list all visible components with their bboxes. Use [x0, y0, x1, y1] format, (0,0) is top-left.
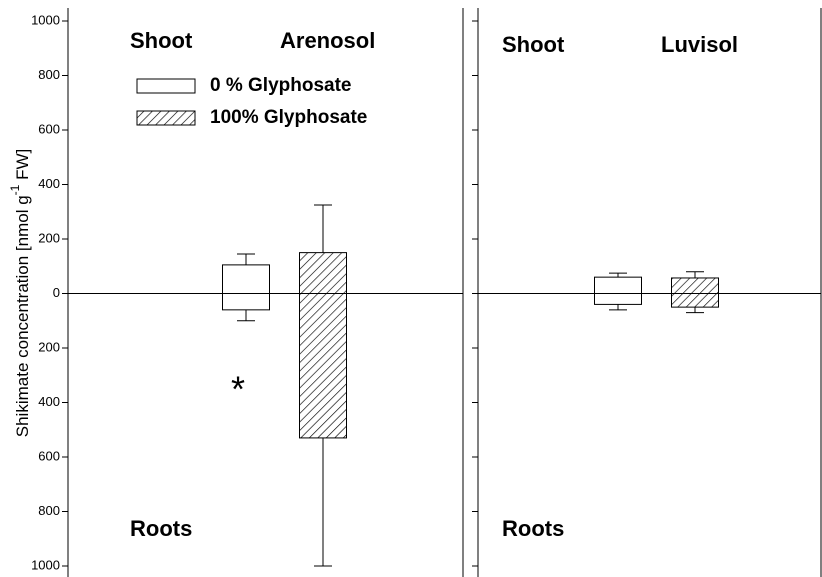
y-tick-label: 600: [38, 121, 60, 136]
y-tick-label: 200: [38, 339, 60, 354]
bar: [671, 293, 719, 308]
bar: [222, 264, 270, 295]
y-tick-label: 600: [38, 448, 60, 463]
bar: [222, 293, 270, 311]
panel-label: Roots: [130, 516, 192, 541]
bar: [299, 293, 347, 439]
legend-swatch: [136, 110, 196, 126]
bar: [299, 252, 347, 294]
y-tick-label: 0: [53, 285, 60, 300]
y-tick-label: 1000: [31, 12, 60, 27]
legend-label: 100% Glyphosate: [210, 107, 367, 128]
legend-swatch: [136, 78, 196, 94]
panel-label: Shoot: [502, 32, 565, 57]
y-tick-label: 200: [38, 230, 60, 245]
y-tick-label: 800: [38, 503, 60, 518]
legend-label: 0 % Glyphosate: [210, 75, 352, 96]
bar: [594, 293, 642, 305]
bar: [671, 277, 719, 294]
y-tick-label: 400: [38, 394, 60, 409]
panel-label: Shoot: [130, 28, 193, 53]
panel-title: Arenosol: [280, 28, 375, 53]
y-tick-label: 400: [38, 176, 60, 191]
y-tick-label: 800: [38, 67, 60, 82]
panel-title: Luvisol: [661, 32, 738, 57]
annotation: *: [231, 369, 245, 410]
panel-label: Roots: [502, 516, 564, 541]
bar: [594, 276, 642, 294]
y-tick-label: 1000: [31, 557, 60, 572]
y-axis-label: Shikimate concentration [nmol g-1 FW]: [8, 149, 32, 437]
